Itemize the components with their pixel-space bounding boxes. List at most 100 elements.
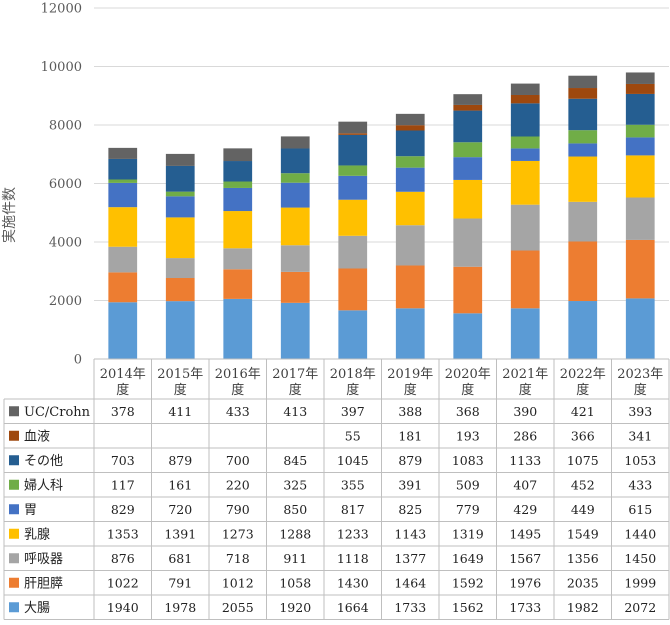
table-cell-value: 879 xyxy=(398,453,422,468)
legend-label: 呼吸器 xyxy=(24,552,63,567)
bar-segment xyxy=(223,248,253,270)
bar-segment xyxy=(568,98,598,131)
table-cell-value: 791 xyxy=(168,575,192,590)
data-table: 2014年度 2015年度 2016年度 2017年度 2018年度 2019年度 2020… xyxy=(3,358,670,620)
bar-segment xyxy=(510,308,540,359)
bar-segment xyxy=(568,201,598,242)
table-cell-value: 1273 xyxy=(222,526,254,541)
legend-label: 乳腺 xyxy=(24,527,50,542)
bar-segment xyxy=(453,142,483,158)
bar-segment xyxy=(165,153,195,166)
bar-segment xyxy=(625,197,655,240)
table-cell-value: 1058 xyxy=(279,575,311,590)
table-cell-value: 433 xyxy=(226,404,250,419)
category-label: 2017年度 xyxy=(272,367,318,398)
table-cell-value: 1391 xyxy=(164,526,196,541)
table-cell-value: 1353 xyxy=(107,526,139,541)
table-cell-value: 1450 xyxy=(624,551,656,566)
table-cell-value: 1495 xyxy=(509,526,541,541)
bar-segment xyxy=(338,134,368,166)
bar-segment xyxy=(338,268,368,311)
bar-segment xyxy=(223,269,253,299)
bar-segment xyxy=(108,158,138,180)
bar-segment xyxy=(510,136,540,149)
table-cell-value: 378 xyxy=(111,404,135,419)
table-cell-value: 681 xyxy=(168,551,192,566)
table-cell-value: 720 xyxy=(168,502,192,517)
bar-segment xyxy=(453,110,483,143)
table-cell-value: 161 xyxy=(168,477,192,492)
table-cell-value: 1118 xyxy=(337,551,369,566)
table-cell-value: 391 xyxy=(398,477,422,492)
y-tick-label: 8000 xyxy=(49,119,82,134)
bar-segment xyxy=(453,94,483,105)
bar-segment xyxy=(338,121,368,134)
table-cell-value: 825 xyxy=(398,502,422,517)
table-cell-value: 388 xyxy=(398,404,422,419)
y-tick-label: 6000 xyxy=(49,177,82,192)
category-label: 2020年度 xyxy=(445,367,491,398)
table-cell-value: 390 xyxy=(513,404,537,419)
bar-segment xyxy=(510,204,540,251)
table-cell-value: 341 xyxy=(628,428,652,443)
bar-segment xyxy=(338,165,368,176)
table-cell-value: 509 xyxy=(456,477,480,492)
table-cell-value: 1022 xyxy=(107,575,139,590)
table-cell-value: 615 xyxy=(628,502,652,517)
table-cell-value: 2072 xyxy=(624,600,656,615)
table-cell-value: 1075 xyxy=(567,453,599,468)
bar-segment xyxy=(510,148,540,161)
bar-segment xyxy=(338,199,368,236)
bar-segment xyxy=(108,246,138,273)
table-cell-value: 2055 xyxy=(222,600,254,615)
table-cell-value: 429 xyxy=(513,502,537,517)
legend-label: 血液 xyxy=(24,429,50,444)
bar-segment xyxy=(165,196,195,218)
table-cell-value: 1377 xyxy=(394,551,426,566)
table-cell-value: 829 xyxy=(111,502,135,517)
y-tick-label: 10000 xyxy=(41,60,82,75)
legend-label: 胃 xyxy=(24,503,37,518)
bar-segment xyxy=(223,298,253,359)
table-cell-value: 817 xyxy=(341,502,365,517)
legend-swatch xyxy=(9,553,19,564)
bar-segment xyxy=(568,130,598,144)
bar-segment xyxy=(165,258,195,279)
table-cell-value: 911 xyxy=(283,551,307,566)
table-cell-value: 1053 xyxy=(624,453,656,468)
table-cell-value: 1567 xyxy=(509,551,541,566)
bar-segment xyxy=(395,191,425,226)
table-cell-value: 1133 xyxy=(509,453,541,468)
bar-segment xyxy=(395,225,425,266)
bar-segment xyxy=(165,191,195,197)
category-label: 2018年度 xyxy=(330,367,376,398)
category-label: 2019年度 xyxy=(387,367,433,398)
bar-segment xyxy=(223,187,253,212)
table-cell-value: 1733 xyxy=(394,600,426,615)
bar-segment xyxy=(280,207,310,246)
bar-segment xyxy=(453,104,483,111)
bar-segment xyxy=(280,271,310,303)
bar-segment xyxy=(395,265,425,309)
table-cell-value: 117 xyxy=(111,477,135,492)
bar-segment xyxy=(510,103,540,137)
bar-segment xyxy=(280,182,310,208)
bar-segment xyxy=(510,160,540,205)
bar-segment xyxy=(223,181,253,188)
bar-segment xyxy=(568,75,598,89)
table-cell-value: 366 xyxy=(571,428,595,443)
table-cell-value: 1733 xyxy=(509,600,541,615)
table-cell-value: 449 xyxy=(571,502,595,517)
bar-segment xyxy=(165,301,195,359)
table-cell-value: 879 xyxy=(168,453,192,468)
table-cell-value: 1012 xyxy=(222,575,254,590)
table-cell-value: 1288 xyxy=(279,526,311,541)
table-cell-value: 1649 xyxy=(452,551,484,566)
table-cell-value: 452 xyxy=(571,477,595,492)
legend-label: UC/Crohn xyxy=(24,405,91,420)
bar-segment xyxy=(453,218,483,267)
bar-segment xyxy=(453,266,483,314)
table-cell-value: 407 xyxy=(513,477,537,492)
table-cell-value: 1430 xyxy=(337,575,369,590)
bar-segment xyxy=(510,83,540,95)
